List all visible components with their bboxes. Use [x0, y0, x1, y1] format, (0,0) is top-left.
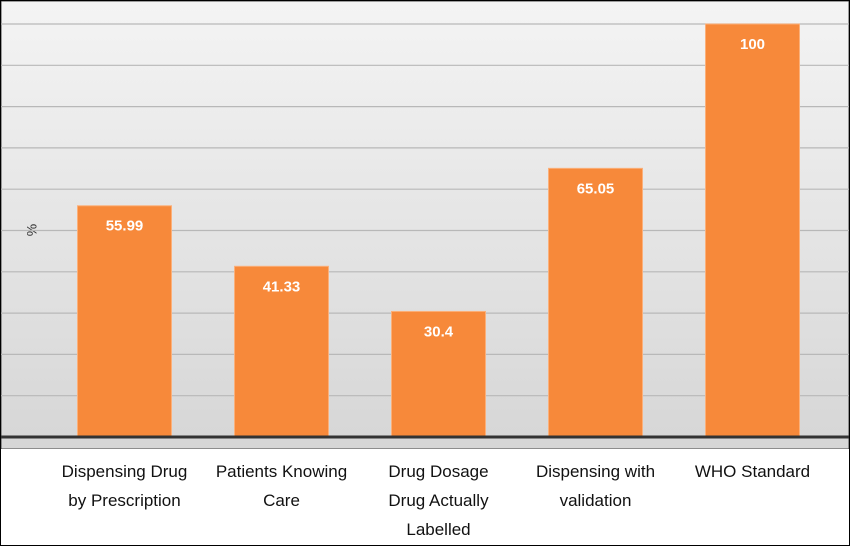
- x-tick-label: Patients Knowing Care: [215, 462, 348, 510]
- value-label: 100: [740, 36, 765, 53]
- value-label: 55.99: [106, 218, 144, 235]
- bar: [391, 310, 486, 438]
- x-tick-label: Dispensing Drug by Prescription: [61, 462, 188, 510]
- bar: [705, 23, 800, 438]
- x-tick-label: Drug Dosage Drug Actually Labelled: [388, 462, 489, 539]
- bar: [548, 167, 643, 438]
- bar: [77, 205, 172, 438]
- value-label: 30.4: [424, 323, 454, 340]
- value-label: 41.33: [263, 278, 301, 295]
- x-tick-label: Dispensing with validation: [535, 462, 656, 510]
- x-tick-label: WHO Standard: [694, 462, 811, 481]
- bar: [234, 265, 329, 438]
- value-label: 65.05: [577, 180, 615, 197]
